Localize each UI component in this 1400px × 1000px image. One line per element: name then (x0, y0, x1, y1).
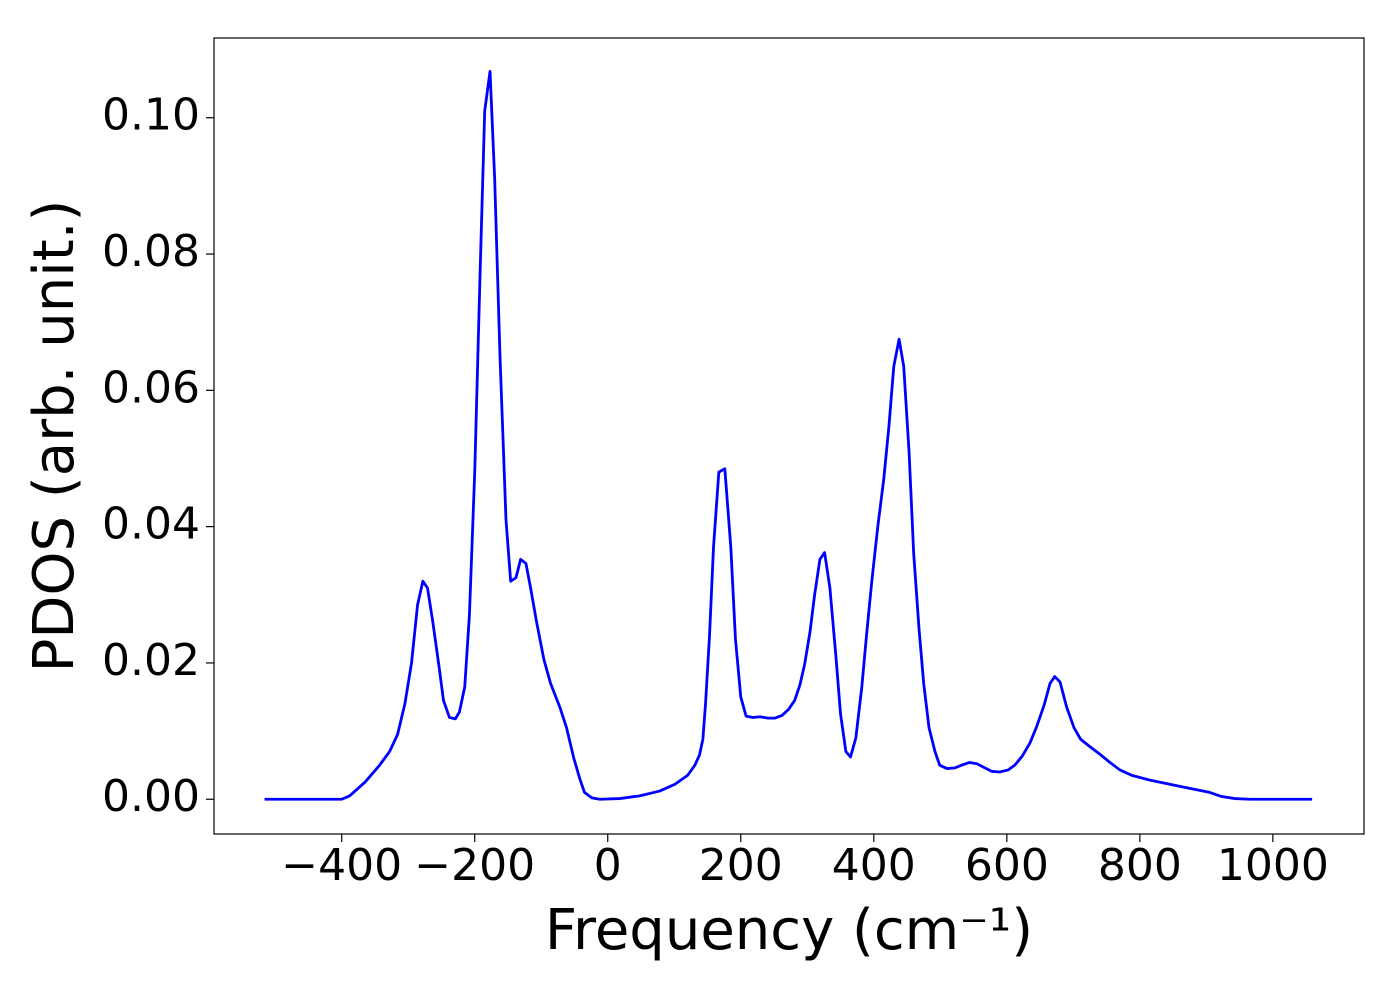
line-series (264, 69, 1313, 801)
y-tick-label: 0.00 (102, 771, 200, 822)
x-tick-label: 1000 (1217, 840, 1329, 891)
x-tick-label: 0 (594, 840, 622, 891)
y-tick-label: 0.04 (102, 499, 200, 550)
x-tick-label: 800 (1098, 840, 1182, 891)
y-tick-label: 0.10 (102, 90, 200, 141)
x-tick-label: −200 (414, 840, 535, 891)
y-tick-label: 0.06 (102, 362, 200, 413)
x-axis-label: Frequency (cm⁻¹) (545, 898, 1033, 963)
y-tick-label: 0.08 (102, 226, 200, 277)
plot-frame (213, 37, 1365, 835)
x-tick-label: 200 (699, 840, 783, 891)
y-tick-label: 0.02 (102, 635, 200, 686)
x-tick-label: 600 (965, 840, 1049, 891)
x-tick-label: −400 (281, 840, 402, 891)
x-tick-label: 400 (832, 840, 916, 891)
y-axis-label: PDOS (arb. unit.) (22, 200, 87, 673)
